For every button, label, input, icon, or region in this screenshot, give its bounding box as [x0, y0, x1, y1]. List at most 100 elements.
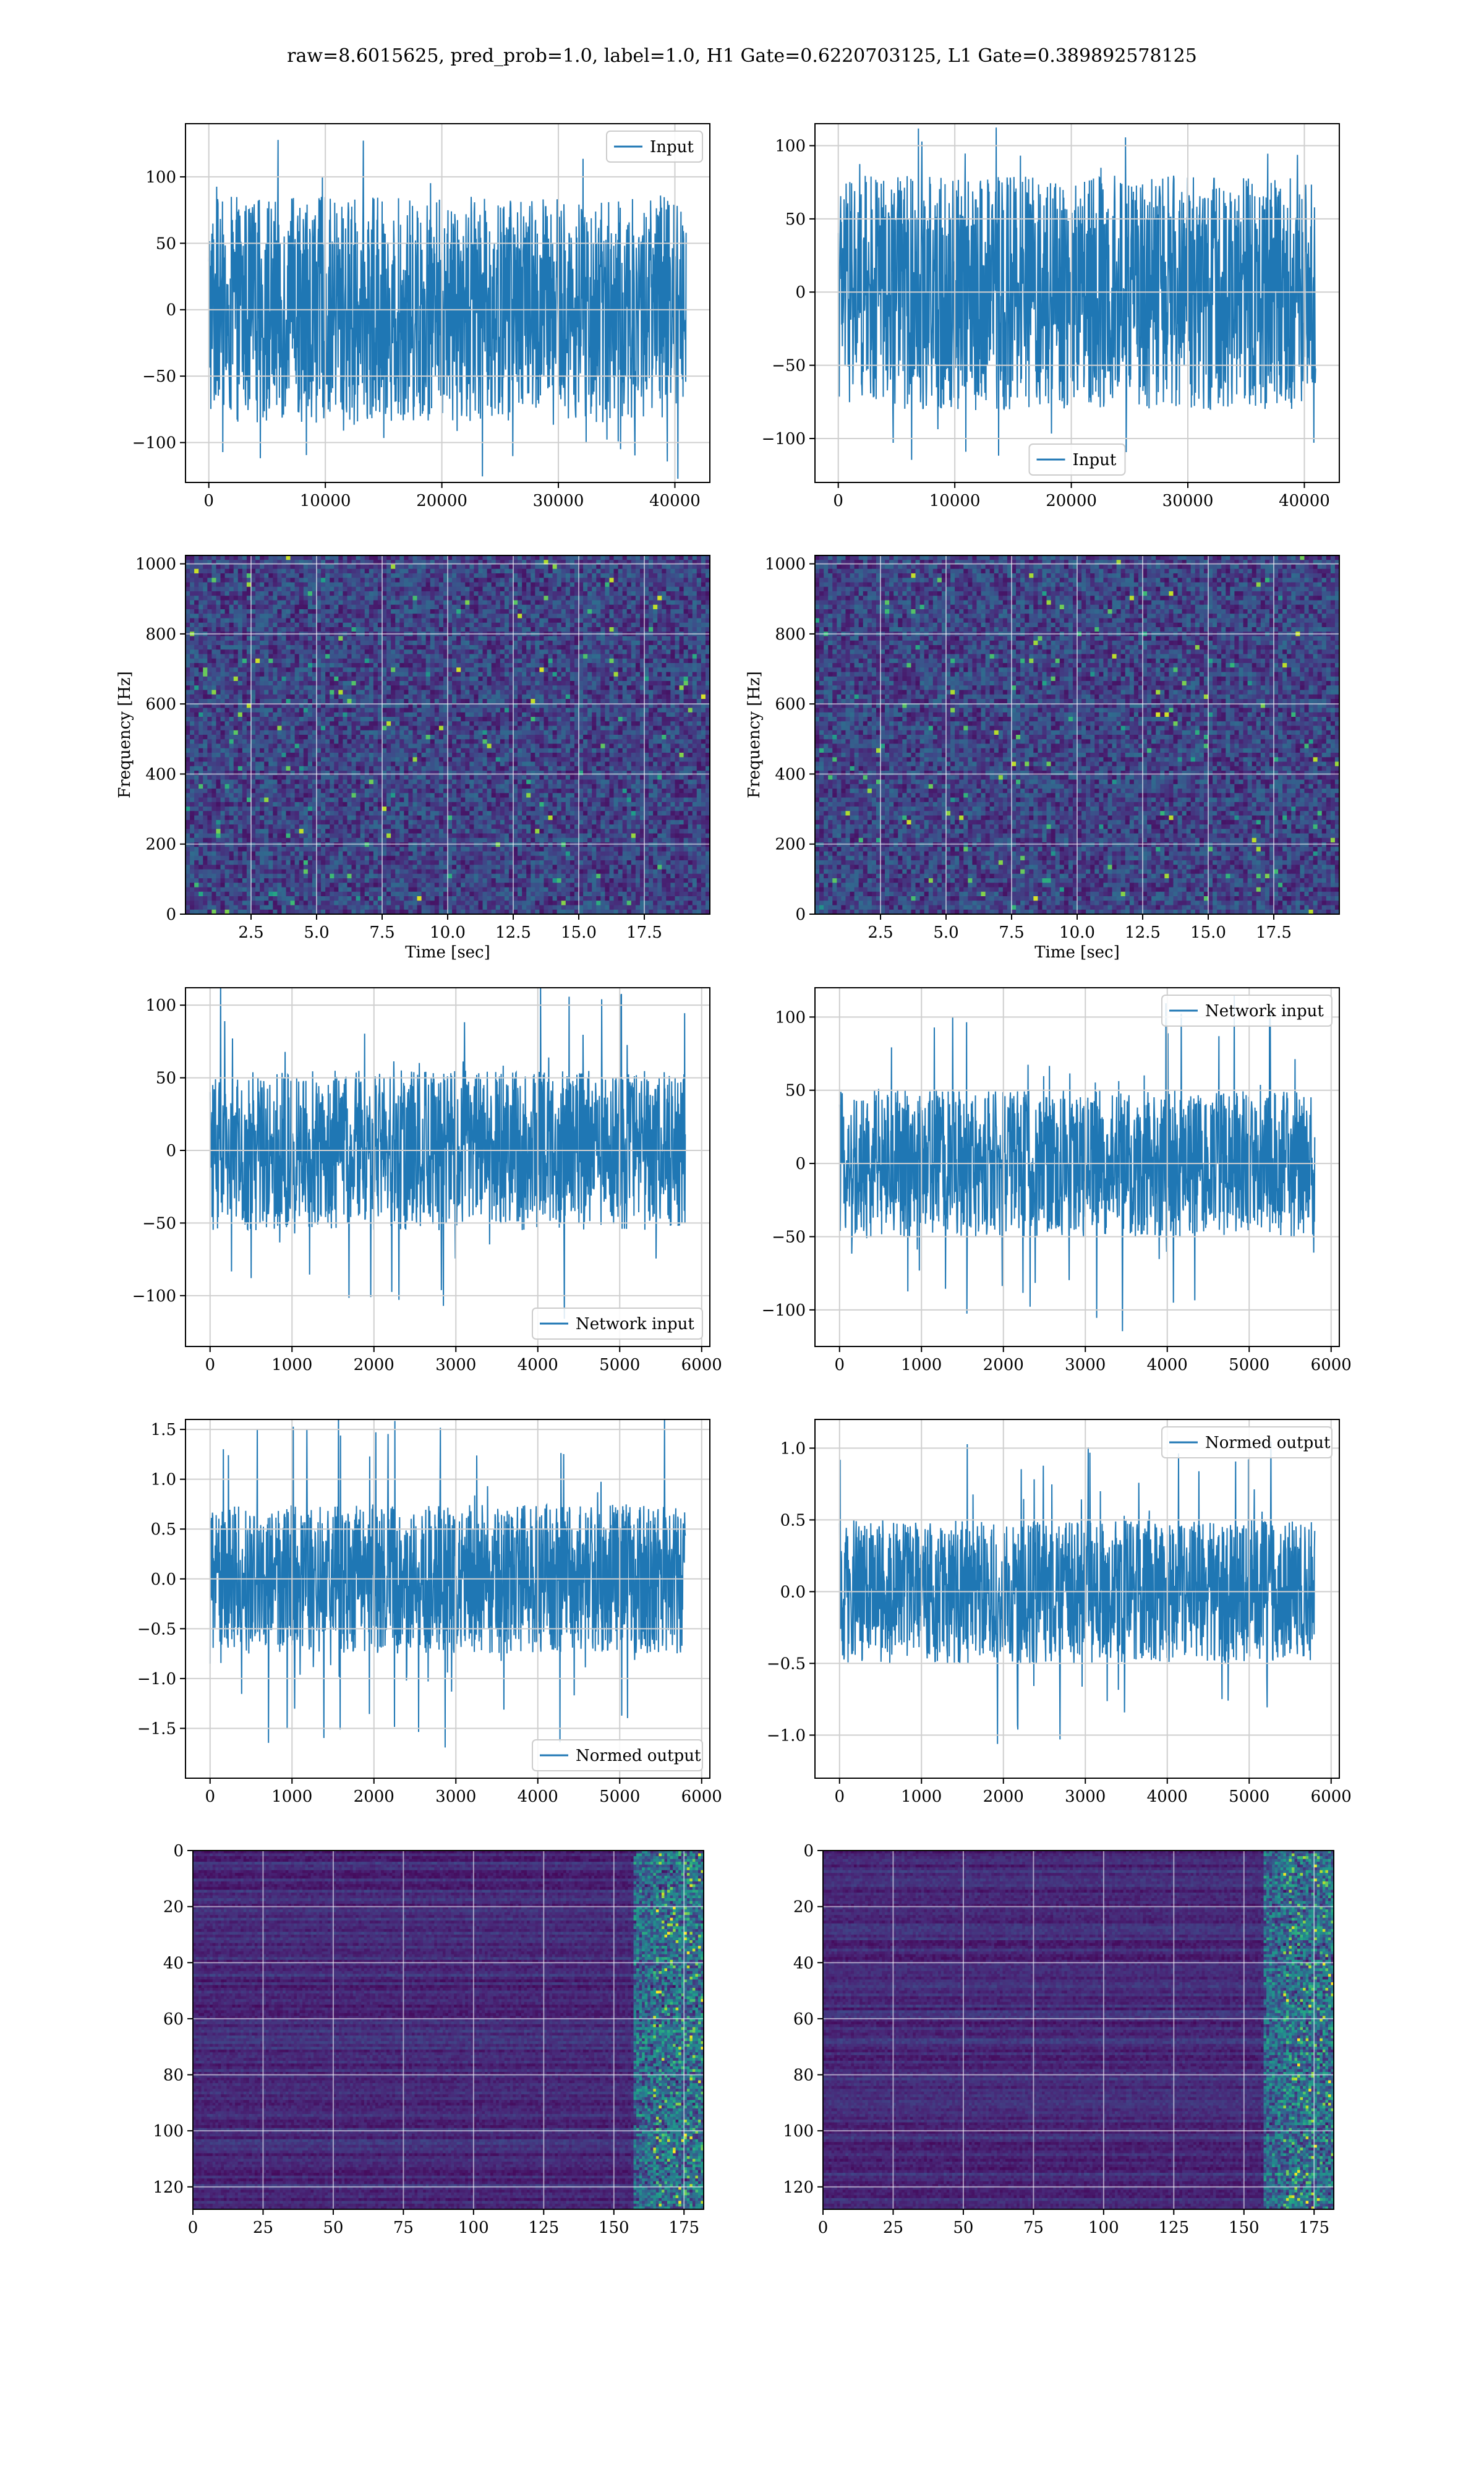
- heatmap-cell: [456, 578, 461, 583]
- heatmap-cell: [605, 601, 610, 606]
- heatmap-cell: [435, 713, 440, 717]
- heatmap-cell: [461, 614, 466, 618]
- heatmap-cell: [194, 573, 199, 578]
- heatmap-cell: [579, 685, 584, 690]
- heatmap-cell: [330, 721, 335, 726]
- heatmap-cell: [688, 667, 693, 672]
- heatmap-cell: [338, 677, 343, 682]
- heatmap-cell: [570, 569, 575, 574]
- heatmap-cell: [518, 690, 522, 695]
- heatmap-cell: [352, 578, 357, 583]
- heatmap-cell: [338, 663, 343, 668]
- heatmap-cell: [404, 649, 409, 654]
- heatmap-cell: [600, 695, 605, 700]
- heatmap-cell: [465, 681, 470, 686]
- heatmap-cell: [566, 713, 571, 717]
- heatmap-cell: [229, 645, 234, 650]
- heatmap-cell: [343, 555, 348, 560]
- heatmap-cell: [352, 645, 357, 650]
- heatmap-cell: [207, 735, 212, 740]
- heatmap-cell: [666, 591, 671, 596]
- heatmap-cell: [448, 663, 453, 668]
- heatmap-cell: [221, 645, 226, 650]
- heatmap-cell: [308, 645, 313, 650]
- heatmap-cell: [605, 730, 610, 735]
- heatmap-cell: [500, 677, 505, 682]
- heatmap-cell: [286, 555, 291, 560]
- heatmap-cell: [391, 609, 396, 614]
- heatmap-cell: [281, 726, 286, 731]
- heatmap-cell: [518, 672, 522, 677]
- heatmap-cell: [299, 667, 304, 672]
- heatmap-cell: [583, 573, 588, 578]
- heatmap-cell: [439, 641, 444, 646]
- heatmap-cell: [539, 573, 544, 578]
- heatmap-cell: [211, 609, 216, 614]
- heatmap-cell: [391, 663, 396, 668]
- heatmap-cell: [636, 591, 641, 596]
- heatmap-cell: [513, 569, 518, 574]
- heatmap-cell: [684, 708, 689, 713]
- heatmap-cell: [496, 708, 501, 713]
- heatmap-cell: [203, 627, 208, 632]
- heatmap-cell: [295, 735, 300, 740]
- heatmap-cell: [666, 659, 671, 664]
- heatmap-cell: [627, 636, 632, 641]
- heatmap-cell: [465, 609, 470, 614]
- heatmap-cell: [422, 735, 427, 740]
- heatmap-cell: [614, 614, 619, 618]
- heatmap-cell: [561, 591, 566, 596]
- heatmap-cell: [304, 735, 309, 740]
- heatmap-cell: [343, 573, 348, 578]
- heatmap-cell: [587, 730, 592, 735]
- heatmap-cell: [291, 685, 296, 690]
- heatmap-cell: [277, 573, 282, 578]
- heatmap-cell: [693, 578, 697, 583]
- heatmap-cell: [680, 672, 684, 677]
- heatmap-cell: [526, 565, 531, 570]
- heatmap-cell: [688, 708, 693, 713]
- heatmap-cell: [273, 695, 278, 700]
- heatmap-cell: [649, 735, 654, 740]
- heatmap-cell: [325, 663, 330, 668]
- heatmap-cell: [566, 614, 571, 618]
- heatmap-cell: [531, 645, 535, 650]
- heatmap-cell: [391, 641, 396, 646]
- heatmap-cell: [596, 708, 601, 713]
- heatmap-cell: [456, 601, 461, 606]
- heatmap-cell: [330, 573, 335, 578]
- heatmap-cell: [600, 721, 605, 726]
- heatmap-cell: [330, 627, 335, 632]
- heatmap-cell: [592, 649, 597, 654]
- heatmap-cell: [518, 555, 522, 560]
- heatmap-cell: [452, 708, 457, 713]
- heatmap-cell: [439, 654, 444, 659]
- heatmap-cell: [478, 614, 483, 618]
- heatmap-cell: [325, 591, 330, 596]
- heatmap-cell: [631, 623, 636, 628]
- heatmap-cell: [684, 645, 689, 650]
- heatmap-cell: [649, 690, 654, 695]
- heatmap-cell: [526, 659, 531, 664]
- heatmap-cell: [395, 685, 400, 690]
- heatmap-cell: [539, 569, 544, 574]
- heatmap-cell: [544, 609, 548, 614]
- heatmap-cell: [522, 618, 527, 623]
- heatmap-cell: [190, 663, 195, 668]
- heatmap-cell: [369, 726, 374, 731]
- heatmap-cell: [211, 685, 216, 690]
- heatmap-cell: [492, 713, 497, 717]
- heatmap-cell: [291, 555, 296, 560]
- heatmap-cell: [391, 636, 396, 641]
- heatmap-cell: [474, 583, 479, 588]
- heatmap-cell: [557, 667, 562, 672]
- heatmap-cell: [553, 667, 558, 672]
- heatmap-cell: [649, 555, 654, 560]
- heatmap-cell: [211, 636, 216, 641]
- heatmap-cell: [456, 677, 461, 682]
- heatmap-cell: [216, 627, 221, 632]
- heatmap-cell: [304, 708, 309, 713]
- heatmap-cell: [399, 565, 404, 570]
- heatmap-cell: [286, 699, 291, 704]
- heatmap-cell: [317, 578, 322, 583]
